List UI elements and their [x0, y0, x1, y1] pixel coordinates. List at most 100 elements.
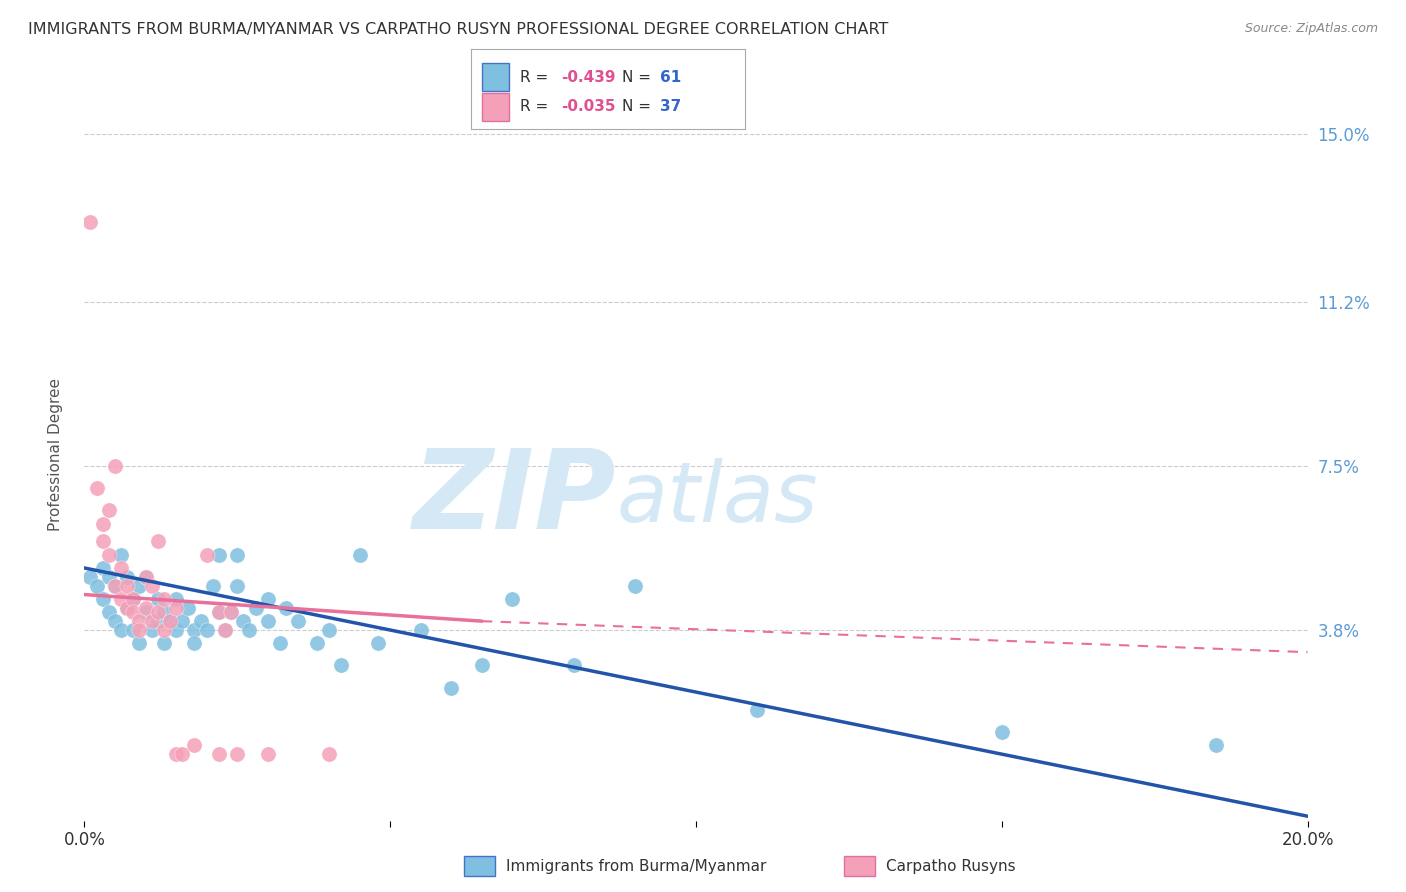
Text: Source: ZipAtlas.com: Source: ZipAtlas.com [1244, 22, 1378, 36]
Point [318, 623, 340, 637]
Point [91, 561, 114, 575]
Point [91, 592, 114, 607]
Point [153, 592, 176, 607]
Point [86, 481, 108, 495]
Point [128, 614, 150, 628]
Point [409, 623, 432, 637]
Text: 37: 37 [661, 99, 682, 114]
Point [110, 548, 132, 562]
Point [128, 636, 150, 650]
Point [349, 548, 371, 562]
Point [330, 658, 353, 673]
Point [226, 579, 249, 593]
Point [91, 534, 114, 549]
Point [97, 503, 120, 517]
Point [208, 605, 231, 619]
Point [219, 605, 242, 619]
Point [115, 570, 138, 584]
Point [165, 747, 187, 761]
Point [86, 579, 108, 593]
Point [79, 215, 101, 229]
Point [141, 614, 163, 628]
Point [104, 579, 127, 593]
Point [128, 623, 150, 637]
Point [159, 614, 181, 628]
Point [115, 600, 138, 615]
Point [624, 579, 647, 593]
Text: -0.035: -0.035 [561, 99, 616, 114]
Bar [482, 63, 509, 91]
Point [367, 636, 389, 650]
Point [195, 623, 218, 637]
Text: R =: R = [520, 99, 554, 114]
Point [238, 623, 260, 637]
Point [440, 681, 463, 695]
Point [747, 703, 769, 717]
Point [153, 636, 176, 650]
Point [226, 747, 249, 761]
Point [91, 516, 114, 531]
Point [318, 747, 340, 761]
Point [226, 548, 249, 562]
Point [159, 614, 181, 628]
Point [115, 579, 138, 593]
Point [195, 548, 218, 562]
Point [122, 605, 145, 619]
Point [276, 600, 298, 615]
Point [219, 605, 242, 619]
Text: Immigrants from Burma/Myanmar: Immigrants from Burma/Myanmar [506, 859, 766, 873]
Point [214, 623, 236, 637]
Point [257, 614, 280, 628]
Text: ZIP: ZIP [413, 445, 616, 552]
Point [991, 725, 1014, 739]
Point [1205, 739, 1227, 753]
Point [110, 592, 132, 607]
Text: N =: N = [621, 99, 655, 114]
Point [146, 614, 169, 628]
Point [245, 600, 267, 615]
Point [146, 605, 169, 619]
Text: Carpatho Rusyns: Carpatho Rusyns [886, 859, 1015, 873]
Point [135, 600, 157, 615]
Point [165, 623, 187, 637]
Y-axis label: Professional Degree: Professional Degree [48, 378, 63, 532]
Point [190, 614, 212, 628]
Point [141, 579, 163, 593]
Point [104, 579, 127, 593]
Point [257, 592, 280, 607]
Point [214, 623, 236, 637]
Text: -0.439: -0.439 [561, 70, 616, 85]
Text: R =: R = [520, 70, 554, 85]
Point [104, 458, 127, 473]
Point [153, 605, 176, 619]
Point [172, 614, 194, 628]
Point [146, 592, 169, 607]
Point [135, 570, 157, 584]
Point [177, 600, 200, 615]
Point [153, 623, 176, 637]
Text: 61: 61 [661, 70, 682, 85]
Point [104, 614, 127, 628]
Point [287, 614, 309, 628]
Point [135, 570, 157, 584]
Point [208, 605, 231, 619]
Point [141, 623, 163, 637]
Point [183, 739, 205, 753]
Bar [482, 93, 509, 121]
Point [183, 623, 205, 637]
Point [471, 658, 494, 673]
Point [165, 592, 187, 607]
Point [269, 636, 291, 650]
Point [146, 534, 169, 549]
Point [232, 614, 254, 628]
Point [208, 747, 231, 761]
Point [79, 570, 101, 584]
Point [97, 570, 120, 584]
Point [135, 605, 157, 619]
Point [122, 623, 145, 637]
Point [305, 636, 328, 650]
Point [165, 600, 187, 615]
Text: atlas: atlas [616, 458, 818, 540]
Point [110, 561, 132, 575]
Point [122, 592, 145, 607]
